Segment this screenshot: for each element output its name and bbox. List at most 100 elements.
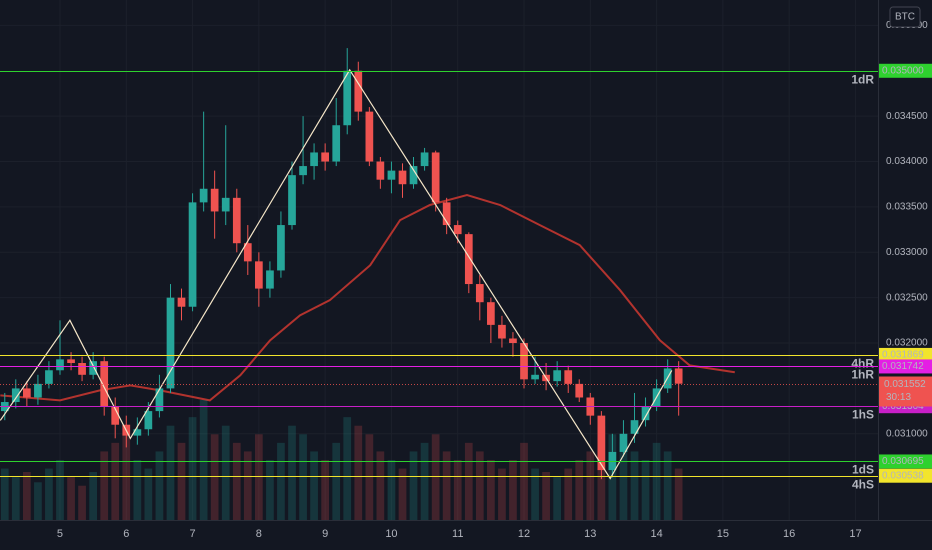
candle-body [78, 363, 86, 375]
last-price: 0.031552 [884, 379, 926, 390]
candle-body [509, 338, 517, 344]
y-tick-label: 0.032000 [886, 338, 928, 349]
volume-bar [232, 442, 241, 520]
volume-bar [509, 460, 517, 520]
volume-bar [321, 460, 329, 520]
volume-bar [553, 477, 562, 520]
candle-body [387, 170, 396, 180]
y-tick-label: 0.034000 [886, 156, 928, 167]
candle-body [277, 225, 285, 271]
volume-bar [89, 472, 97, 520]
symbol[interactable]: BTC [895, 12, 915, 23]
volume-bar [619, 442, 628, 520]
x-tick-label: 8 [256, 528, 262, 540]
countdown: 30:13 [886, 392, 911, 403]
volume-bar [398, 468, 407, 520]
candle-body [144, 411, 153, 430]
x-tick-label: 6 [123, 528, 129, 540]
level-tag [879, 454, 932, 469]
volume-bar [210, 434, 219, 520]
level-name: 1hS [852, 408, 874, 422]
candle-body [22, 388, 31, 398]
candle-body [67, 359, 75, 364]
volume-bar [498, 468, 506, 520]
candle-body [266, 270, 274, 289]
candle-body [155, 388, 164, 412]
volume-bar [100, 451, 109, 520]
symbol-button[interactable]: BTC [889, 6, 921, 28]
candle-body [354, 70, 363, 112]
x-tick-label: 17 [849, 528, 861, 540]
candle-body [89, 361, 97, 375]
y-tick-label: 0.032500 [886, 292, 928, 303]
y-tick-label: 0.031000 [886, 428, 928, 439]
volume-bar [11, 477, 20, 520]
volume-bar [332, 442, 341, 520]
candle-body [56, 359, 64, 371]
volume-bar [520, 442, 528, 520]
candle-body [431, 152, 440, 203]
candle-body [45, 370, 53, 384]
volume-bar [531, 468, 539, 520]
level-tag [879, 347, 932, 362]
volume-bar [674, 468, 683, 520]
level-price: 0.035000 [882, 65, 924, 76]
volume-bar [45, 468, 53, 520]
volume-bar [111, 442, 120, 520]
candle-body [34, 383, 42, 398]
volume-bar [243, 451, 252, 520]
candle-body [321, 152, 329, 162]
volume-bar [133, 460, 142, 520]
level-name: 1dR [851, 73, 874, 87]
candle-body [376, 161, 385, 180]
volume-bar [586, 451, 595, 520]
zigzag-line [0, 68, 673, 480]
volume-bar [166, 425, 175, 520]
y-tick-label: 0.033000 [886, 247, 928, 258]
volume-bar [255, 434, 263, 520]
candle-body [564, 370, 573, 384]
volume-bar [453, 460, 462, 520]
candle-body [641, 406, 650, 421]
candle-body [343, 70, 352, 126]
volume-bar [652, 442, 661, 520]
volume-bar [376, 451, 385, 520]
candle-body [100, 361, 109, 407]
y-tick-label: 0.034500 [886, 111, 928, 122]
symbol-box[interactable] [889, 6, 921, 28]
volume-bar [299, 434, 307, 520]
candle-body [420, 152, 429, 167]
volume-bar [199, 400, 208, 520]
volume-bar [464, 442, 473, 520]
candle-body [487, 302, 495, 325]
level-name: 4hR [851, 357, 874, 371]
volume-bar [310, 451, 318, 520]
volume-bar [365, 434, 374, 520]
volume-bar [564, 468, 573, 520]
volume-bar [542, 472, 550, 520]
volume-bar [277, 442, 285, 520]
volume-bar [0, 468, 9, 520]
level-price: 0.031869 [882, 350, 924, 361]
candle-body [188, 202, 197, 307]
candle-body [199, 188, 208, 203]
volume-bar [34, 482, 42, 520]
volume-bar [387, 460, 396, 520]
candle-body [232, 197, 241, 244]
candle-body [299, 166, 307, 176]
last-price-tag [879, 376, 932, 407]
level-name: 4hS [852, 478, 874, 492]
x-tick-label: 11 [452, 528, 463, 540]
x-tick-label: 10 [385, 528, 397, 540]
volume-bar [67, 477, 75, 520]
volume-bar [221, 425, 230, 520]
volume-bar [155, 451, 164, 520]
x-tick-label: 9 [322, 528, 328, 540]
level-name: 1hR [851, 368, 874, 382]
y-tick-label: 0.033500 [886, 202, 928, 213]
volume-bar [641, 460, 650, 520]
candle-body [11, 388, 20, 403]
candle-body [597, 415, 606, 471]
